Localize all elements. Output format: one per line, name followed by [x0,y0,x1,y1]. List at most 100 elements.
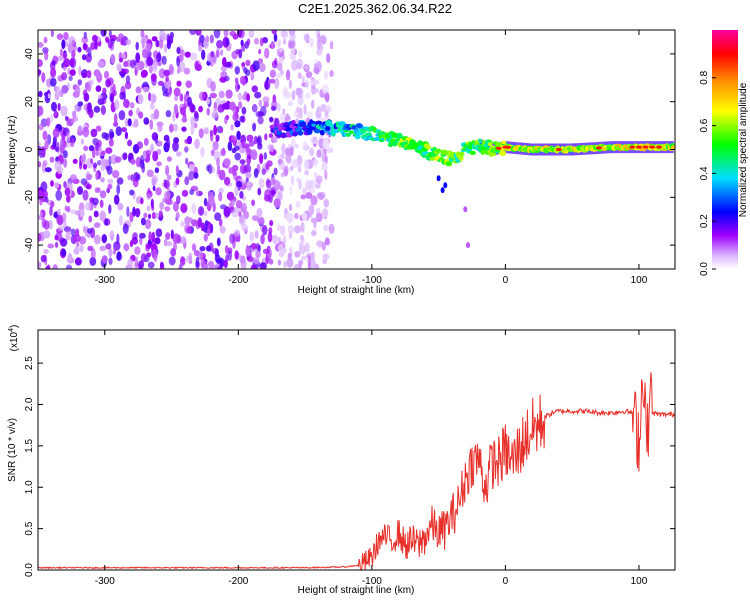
noise-mark [239,191,244,199]
noise-mark [268,258,274,265]
noise-mark [108,257,113,265]
noise-mark [90,248,96,260]
noise-mark [208,195,215,207]
noise-mark [172,123,178,132]
noise-mark [88,79,94,86]
noise-mark [87,183,92,190]
noise-mark [321,36,327,45]
noise-mark [186,135,193,145]
noise-mark [187,96,192,107]
noise-mark [119,91,125,100]
noise-mark [50,67,57,78]
noise-mark [253,168,259,178]
noise-mark [255,249,261,259]
noise-mark [250,72,255,81]
noise-mark [264,189,271,200]
noise-mark [165,199,173,206]
noise-mark [100,30,107,37]
noise-mark [256,137,261,144]
noise-mark [320,103,327,112]
noise-mark [57,208,61,216]
noise-mark [252,122,257,132]
noise-mark [38,261,42,269]
noise-mark [203,197,208,207]
noise-mark [62,52,68,60]
noise-mark [322,84,329,95]
noise-mark [108,128,114,140]
noise-mark [95,125,102,132]
noise-mark [280,30,288,38]
noise-mark [107,183,113,190]
noise-mark [166,241,173,247]
noise-mark [321,241,326,251]
noise-mark [316,175,323,184]
noise-mark [213,30,221,39]
noise-mark [306,111,314,120]
noise-mark [87,245,93,251]
noise-mark [125,75,131,84]
noise-mark [324,169,328,180]
noise-mark [94,39,98,50]
noise-mark [262,96,270,103]
noise-mark [82,43,88,51]
noise-mark [215,49,220,58]
noise-mark [229,233,235,244]
y-tick-label: 2.5 [24,356,35,370]
noise-mark [302,140,308,150]
signal-mark [299,121,307,127]
noise-mark [95,149,99,157]
signal-mark [440,149,448,156]
noise-mark [211,248,219,255]
noise-mark [72,158,78,164]
noise-mark [315,212,323,223]
noise-mark [253,135,258,145]
noise-mark [298,179,302,190]
noise-mark [50,114,54,124]
noise-mark [274,77,280,89]
signal-mark [488,142,493,147]
noise-mark [277,103,281,112]
noise-mark [124,81,132,90]
noise-mark [210,149,215,157]
signal-mark [491,152,496,157]
noise-mark [179,236,187,245]
noise-mark [134,256,139,267]
noise-mark [195,256,200,268]
noise-mark [157,80,164,86]
noise-mark [258,216,265,226]
signal-mark [313,128,321,134]
noise-mark [196,189,200,197]
noise-mark [219,225,226,234]
noise-mark [224,245,229,254]
noise-mark [43,230,51,239]
noise-mark [316,240,323,247]
noise-mark [264,133,268,141]
noise-mark [59,238,68,247]
snr-panel: -300 -200 -100 0 100 0.0 0.5 1.0 1.5 2.0 2.5 Heig… [7,325,676,596]
x-tick-label: 100 [631,576,648,587]
noise-mark [234,66,240,75]
noise-mark [123,243,130,252]
noise-mark [59,90,64,98]
noise-mark [283,261,287,269]
noise-mark [52,264,58,269]
noise-mark [82,225,87,233]
noise-mark [257,58,263,64]
noise-mark [265,179,272,189]
noise-mark [147,261,155,269]
y-tick-label: -40 [24,237,35,252]
noise-mark [160,261,164,268]
signal-outlier [436,175,441,182]
noise-mark [238,101,243,109]
noise-mark [49,205,53,216]
noise-mark [83,92,90,102]
noise-mark [231,209,239,218]
noise-mark [218,218,223,227]
noise-mark [270,105,277,111]
noise-mark [191,243,197,252]
noise-mark [101,234,108,244]
noise-mark [285,69,291,81]
noise-mark [164,179,170,190]
noise-mark [42,130,48,141]
noise-mark [264,47,270,59]
